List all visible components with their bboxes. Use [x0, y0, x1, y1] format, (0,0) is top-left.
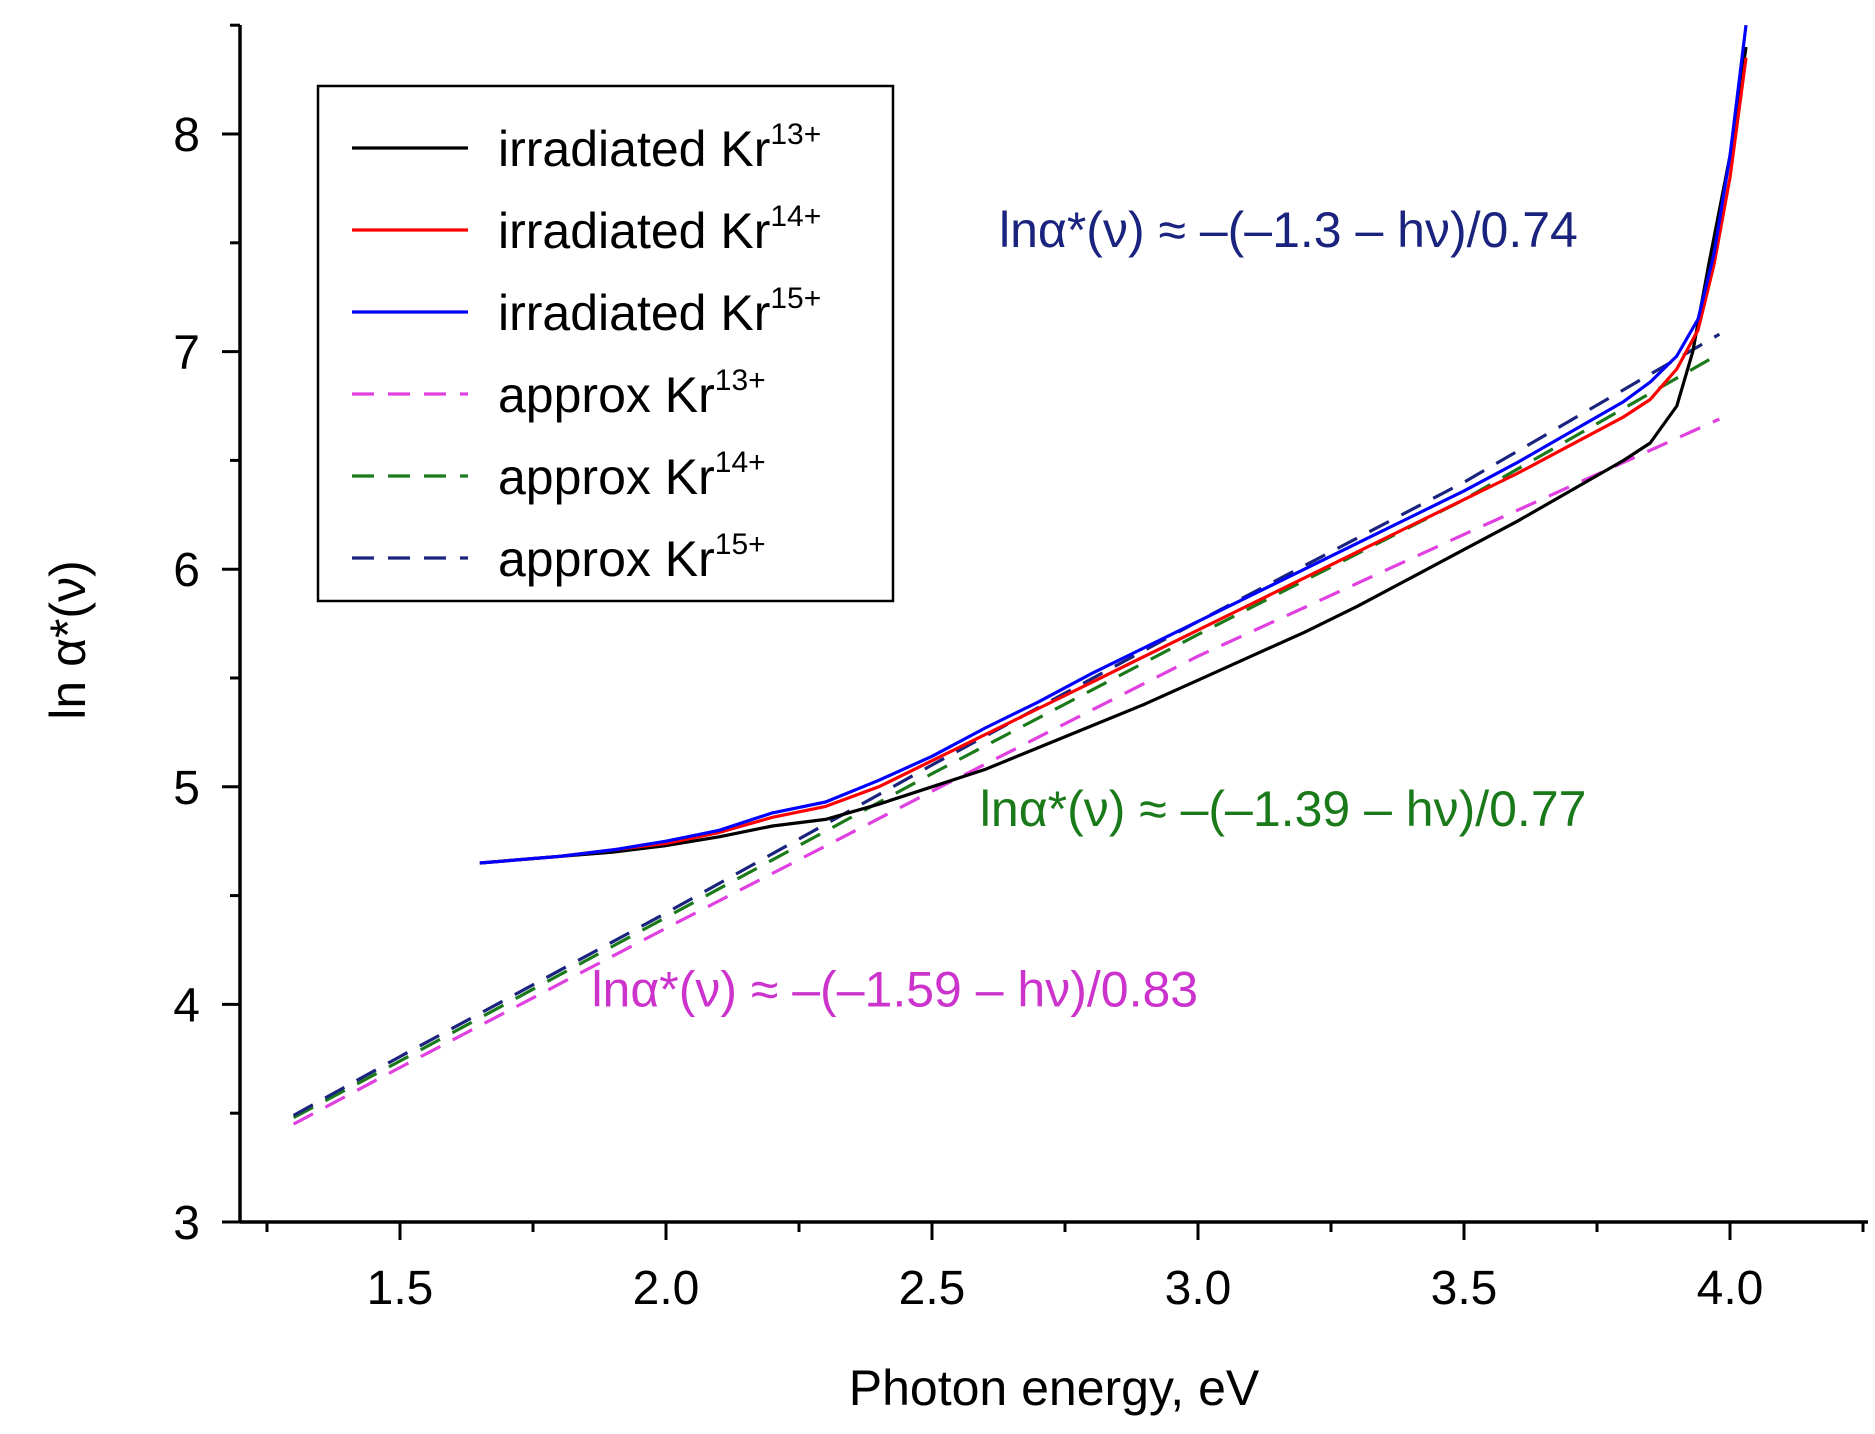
- legend-label-superscript: 15+: [715, 528, 766, 561]
- legend-label-superscript: 14+: [770, 200, 821, 233]
- legend-entry-label: approx Kr15+: [498, 528, 766, 587]
- x-tick-label: 3.0: [1165, 1262, 1232, 1315]
- legend-entry-label: approx Kr13+: [498, 364, 766, 423]
- legend-label-superscript: 13+: [770, 118, 821, 151]
- y-tick-label: 6: [173, 544, 200, 597]
- series-line-approx-kr15-: [292, 332, 1721, 1117]
- legend-label-superscript: 13+: [715, 364, 766, 397]
- series-line-irradiated-kr14-: [479, 57, 1748, 865]
- fit-equation-annotation: lnα*(ν) ≈ –(–1.3 – hν)/0.74: [999, 202, 1578, 258]
- annotation-layer: lnα*(ν) ≈ –(–1.3 – hν)/0.74 lnα*(ν) ≈ –(–…: [591, 202, 1586, 1017]
- ticks-layer: 1.5 2.0 2.5 3.0 3.5 4.0 3 4 5 6 7 8: [173, 23, 1865, 1315]
- y-tick-label: 7: [173, 327, 200, 380]
- fit-equation-annotation: lnα*(ν) ≈ –(–1.59 – hν)/0.83: [591, 962, 1198, 1018]
- legend-entry-label: irradiated Kr13+: [498, 118, 821, 177]
- series-line-approx-kr13-: [292, 417, 1721, 1126]
- legend-label-superscript: 14+: [715, 446, 766, 479]
- legend-label-text: approx Kr: [498, 449, 715, 505]
- series-layer: [292, 25, 1748, 1126]
- legend-label-text: irradiated Kr: [498, 203, 770, 259]
- series-line-irradiated-kr15-: [479, 25, 1748, 865]
- y-axis-title: ln α*(ν): [40, 560, 96, 719]
- legend-entry-label: irradiated Kr14+: [498, 200, 821, 259]
- fit-equation-annotation: lnα*(ν) ≈ –(–1.39 – hν)/0.77: [980, 781, 1587, 837]
- x-tick-label: 2.5: [899, 1262, 966, 1315]
- y-tick-label: 3: [173, 1197, 200, 1250]
- legend-label-text: irradiated Kr: [498, 285, 770, 341]
- legend: irradiated Kr13+irradiated Kr14+irradiat…: [316, 84, 895, 603]
- x-axis-title: Photon energy, eV: [849, 1360, 1260, 1416]
- series-line-irradiated-kr13-: [479, 46, 1748, 865]
- y-tick-label: 8: [173, 109, 200, 162]
- series-line-approx-kr14-: [292, 352, 1721, 1120]
- y-tick-label: 4: [173, 979, 200, 1032]
- legend-label-text: irradiated Kr: [498, 121, 770, 177]
- legend-entry-label: irradiated Kr15+: [498, 282, 821, 341]
- legend-label-text: approx Kr: [498, 531, 715, 587]
- x-tick-label: 4.0: [1697, 1262, 1764, 1315]
- y-tick-label: 5: [173, 762, 200, 815]
- x-tick-label: 3.5: [1431, 1262, 1498, 1315]
- legend-label-superscript: 15+: [770, 282, 821, 315]
- x-tick-label: 1.5: [367, 1262, 434, 1315]
- legend-entry-label: approx Kr14+: [498, 446, 766, 505]
- x-tick-label: 2.0: [633, 1262, 700, 1315]
- legend-box: [316, 84, 895, 603]
- legend-label-text: approx Kr: [498, 367, 715, 423]
